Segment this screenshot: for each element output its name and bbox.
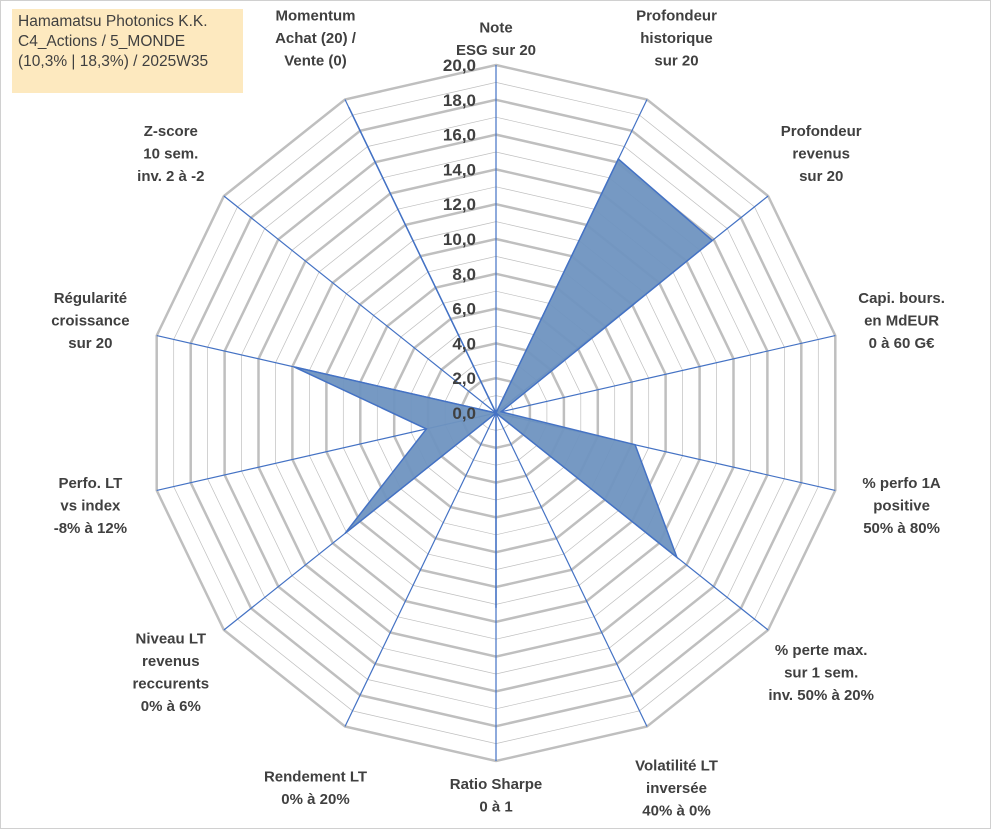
axis-label-line: inversée <box>646 780 707 797</box>
axis-label-13: Momentum Achat (20) / Vente (0) <box>275 8 357 70</box>
axis-label-12: Z-score 10 sem. inv. 2 à -2 <box>137 123 204 185</box>
axis-label-0: Note ESG sur 20 <box>456 20 536 60</box>
radar-series <box>293 106 714 608</box>
tick-label: 2,0 <box>452 369 476 388</box>
axis-label-line: Note <box>479 20 512 37</box>
axis-label-line: Profondeur <box>636 8 717 25</box>
axis-label-line: inv. 50% à 20% <box>768 687 874 704</box>
axis-label-line: Capi. bours. <box>858 290 945 307</box>
axis-label-line: vs index <box>60 498 121 515</box>
axis-label-2: Profondeur revenus sur 20 <box>781 123 862 185</box>
title-line-2: C4_Actions / 5_MONDE <box>18 33 186 50</box>
axis-label-line: 0% à 20% <box>281 791 349 808</box>
spoke-6 <box>495 412 648 727</box>
axis-label-line: sur 20 <box>68 335 112 352</box>
axis-label-line: reccurents <box>132 676 209 693</box>
axis-label-11: Régularité croissance sur 20 <box>51 290 129 352</box>
axis-label-line: Profondeur <box>781 123 862 140</box>
title-line-1: Hamamatsu Photonics K.K. <box>18 13 208 30</box>
axis-label-line: ESG sur 20 <box>456 42 536 59</box>
axis-label-line: Achat (20) / <box>275 30 357 47</box>
spoke-12 <box>223 195 497 414</box>
axis-label-line: inv. 2 à -2 <box>137 168 204 185</box>
axis-label-line: sur 20 <box>654 53 698 70</box>
axis-label-line: Régularité <box>54 290 127 307</box>
axis-label-5: % perte max. sur 1 sem. inv. 50% à 20% <box>768 642 874 704</box>
spoke-3 <box>495 335 836 414</box>
radar-tick-labels: 0,0 2,0 4,0 6,0 8,0 10,0 12,0 14,0 16,0 18,0 20,0 <box>443 56 476 423</box>
axis-label-8: Rendement LT 0% à 20% <box>264 769 367 809</box>
axis-label-4: % perfo 1A positive 50% à 80% <box>862 475 941 537</box>
axis-label-line: croissance <box>51 312 129 329</box>
axis-label-line: sur 20 <box>799 168 843 185</box>
axis-label-7: Ratio Sharpe 0 à 1 <box>450 776 543 816</box>
axis-label-line: -8% à 12% <box>54 520 127 537</box>
tick-label: 10,0 <box>443 230 476 249</box>
axis-label-line: en MdEUR <box>864 312 939 329</box>
axis-label-line: 0% à 6% <box>141 698 201 715</box>
axis-label-line: 0 à 1 <box>479 799 512 816</box>
axis-label-line: Rendement LT <box>264 769 367 786</box>
tick-label: 18,0 <box>443 91 476 110</box>
spoke-8 <box>344 412 497 727</box>
tick-label: 20,0 <box>443 56 476 75</box>
axis-label-1: Profondeur historique sur 20 <box>636 8 717 70</box>
title-box: Hamamatsu Photonics K.K. C4_Actions / 5_… <box>12 9 243 93</box>
axis-label-line: positive <box>873 498 930 515</box>
axis-label-line: sur 1 sem. <box>784 664 858 681</box>
axis-label-line: 10 sem. <box>143 146 198 163</box>
tick-label: 14,0 <box>443 160 476 179</box>
axis-label-3: Capi. bours. en MdEUR 0 à 60 G€ <box>858 290 945 352</box>
axis-label-line: revenus <box>142 653 200 670</box>
axis-label-line: revenus <box>792 146 850 163</box>
tick-label: 6,0 <box>452 300 476 319</box>
axis-label-line: % perte max. <box>775 642 868 659</box>
axis-label-line: historique <box>640 30 713 47</box>
axis-label-line: Niveau LT <box>136 631 207 648</box>
axis-label-line: 50% à 80% <box>863 520 940 537</box>
axis-label-line: 0 à 60 G€ <box>869 335 936 352</box>
axis-label-9: Niveau LT revenus reccurents 0% à 6% <box>132 631 209 716</box>
axis-label-line: Momentum <box>276 8 356 25</box>
axis-label-line: Z-score <box>144 123 198 140</box>
tick-label: 0,0 <box>452 404 476 423</box>
tick-label: 12,0 <box>443 195 476 214</box>
tick-label: 16,0 <box>443 126 476 145</box>
axis-label-line: Ratio Sharpe <box>450 776 543 793</box>
axis-label-6: Volatilité LT inversée 40% à 0% <box>635 757 718 819</box>
title-line-3: (10,3% | 18,3%) / 2025W35 <box>18 53 209 70</box>
axis-label-line: Perfo. LT <box>58 475 122 492</box>
series-area <box>293 106 714 608</box>
axis-label-10: Perfo. LT vs index -8% à 12% <box>54 475 127 537</box>
axis-label-line: Volatilité LT <box>635 757 718 774</box>
tick-label: 4,0 <box>452 334 476 353</box>
axis-label-line: Vente (0) <box>284 53 347 70</box>
axis-label-line: 40% à 0% <box>642 802 710 819</box>
tick-label: 8,0 <box>452 265 476 284</box>
axis-label-line: % perfo 1A <box>862 475 941 492</box>
radar-axis-labels: Note ESG sur 20 Profondeur historique sur 20… <box>51 8 945 820</box>
